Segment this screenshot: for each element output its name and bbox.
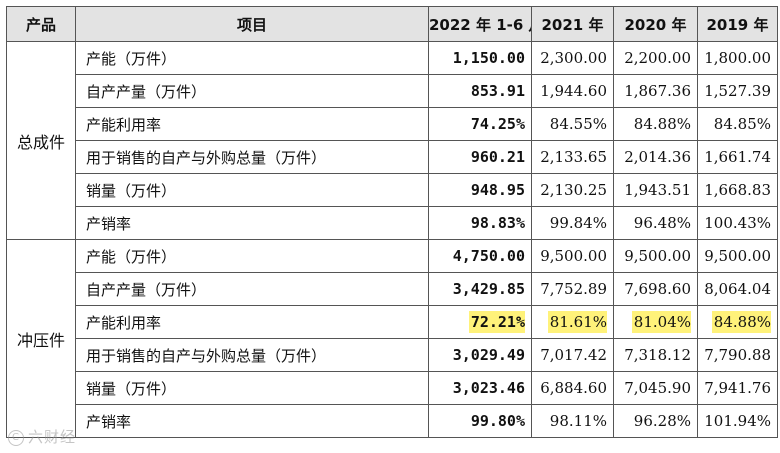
table-row: 用于销售的自产与外购总量（万件） 3,029.49 7,017.42 7,318… (7, 338, 778, 372)
value-2020: 7,698.60 (613, 272, 698, 306)
row-item-label: 用于销售的自产与外购总量（万件） (75, 338, 429, 372)
value-2020: 7,045.90 (613, 371, 698, 405)
value-2022-h1: 948.95 (428, 173, 532, 207)
value-2022-h1: 74.25% (428, 107, 532, 141)
value-2021: 2,133.65 (531, 140, 614, 174)
value-2020: 81.04% (613, 305, 698, 339)
table-row: 总成件 产能（万件） 1,150.00 2,300.00 2,200.00 1,… (6, 41, 778, 240)
value-2022-h1: 3,429.85 (428, 272, 532, 306)
header-2022-h1: 2022 年 1-6 月 (428, 6, 532, 42)
value-2019: 101.94% (697, 404, 778, 438)
value-2021: 6,884.60 (531, 371, 614, 405)
row-item-label: 产能（万件） (75, 41, 429, 75)
value-2022-h1: 853.91 (428, 74, 532, 108)
value-2021: 9,500.00 (531, 239, 614, 273)
table-row: 产能利用率 74.25% 84.55% 84.88% 84.85% (7, 107, 778, 141)
value-2021: 7,017.42 (531, 338, 614, 372)
table-row: 产销率 98.83% 99.84% 96.48% 100.43% (7, 206, 778, 240)
table-row: 自产产量（万件） 853.91 1,944.60 1,867.36 1,527.… (7, 74, 778, 108)
value-2021: 2,300.00 (531, 41, 614, 75)
highlight-mark: 81.61% (547, 311, 607, 333)
value-2020: 96.28% (613, 404, 698, 438)
value-2019: 1,668.83 (697, 173, 778, 207)
value-2021: 1,944.60 (531, 74, 614, 108)
product-group-label: 冲压件 (6, 239, 76, 438)
value-2021: 99.84% (531, 206, 614, 240)
value-2019: 100.43% (697, 206, 778, 240)
value-2020: 2,200.00 (613, 41, 698, 75)
value-2022-h1: 3,029.49 (428, 338, 532, 372)
value-2020: 9,500.00 (613, 239, 698, 273)
table-row: 自产产量（万件） 3,429.85 7,752.89 7,698.60 8,06… (7, 272, 778, 306)
value-2019: 9,500.00 (697, 239, 778, 273)
row-item-label: 产能利用率 (75, 107, 429, 141)
row-item-label: 自产产量（万件） (75, 74, 429, 108)
value-2019: 7,941.76 (697, 371, 778, 405)
table-row: 冲压件 产能（万件） 4,750.00 9,500.00 9,500.00 9,… (6, 239, 778, 438)
table-header-row: 产品 项目 2022 年 1-6 月 2021 年 2020 年 2019 年 (6, 6, 778, 42)
table-row: 产销率 99.80% 98.11% 96.28% 101.94% (7, 404, 778, 438)
value-2020: 1,867.36 (613, 74, 698, 108)
value-2021: 7,752.89 (531, 272, 614, 306)
table-row: 用于销售的自产与外购总量（万件） 960.21 2,133.65 2,014.3… (7, 140, 778, 174)
value-2020: 1,943.51 (613, 173, 698, 207)
table-row: 产能利用率 72.21% 81.61% 81.04% 84.88% (7, 305, 778, 339)
value-2021: 81.61% (531, 305, 614, 339)
value-2020: 96.48% (613, 206, 698, 240)
value-2021: 98.11% (531, 404, 614, 438)
value-2022-h1: 1,150.00 (428, 41, 532, 75)
header-item: 项目 (75, 6, 429, 42)
value-2019: 7,790.88 (697, 338, 778, 372)
row-item-label: 产销率 (75, 206, 429, 240)
header-product: 产品 (6, 6, 76, 42)
value-2019: 84.85% (697, 107, 778, 141)
capacity-sales-table: 产品 项目 2022 年 1-6 月 2021 年 2020 年 2019 年 … (6, 6, 778, 438)
value-2019: 1,800.00 (697, 41, 778, 75)
row-item-label: 销量（万件） (75, 173, 429, 207)
value-2020: 7,318.12 (613, 338, 698, 372)
value-2021: 84.55% (531, 107, 614, 141)
table-row: 销量（万件） 948.95 2,130.25 1,943.51 1,668.83 (7, 173, 778, 207)
value-2019: 1,661.74 (697, 140, 778, 174)
row-item-label: 产能（万件） (75, 239, 429, 273)
value-2019: 8,064.04 (697, 272, 778, 306)
header-2021: 2021 年 (531, 6, 614, 42)
highlight-mark: 72.21% (468, 311, 525, 333)
value-2022-h1: 72.21% (428, 305, 532, 339)
value-2020: 2,014.36 (613, 140, 698, 174)
row-item-label: 用于销售的自产与外购总量（万件） (75, 140, 429, 174)
highlight-mark: 84.88% (711, 311, 771, 333)
value-2022-h1: 99.80% (428, 404, 532, 438)
value-2022-h1: 4,750.00 (428, 239, 532, 273)
row-item-label: 产销率 (75, 404, 429, 438)
table-row: 销量（万件） 3,023.46 6,884.60 7,045.90 7,941.… (7, 371, 778, 405)
highlight-mark: 81.04% (631, 311, 691, 333)
value-2019: 84.88% (697, 305, 778, 339)
header-2020: 2020 年 (613, 6, 698, 42)
value-2022-h1: 3,023.46 (428, 371, 532, 405)
product-group-label: 总成件 (6, 41, 76, 240)
row-item-label: 产能利用率 (75, 305, 429, 339)
value-2019: 1,527.39 (697, 74, 778, 108)
header-2019: 2019 年 (697, 6, 778, 42)
value-2022-h1: 960.21 (428, 140, 532, 174)
row-item-label: 销量（万件） (75, 371, 429, 405)
row-item-label: 自产产量（万件） (75, 272, 429, 306)
value-2020: 84.88% (613, 107, 698, 141)
value-2021: 2,130.25 (531, 173, 614, 207)
value-2022-h1: 98.83% (428, 206, 532, 240)
